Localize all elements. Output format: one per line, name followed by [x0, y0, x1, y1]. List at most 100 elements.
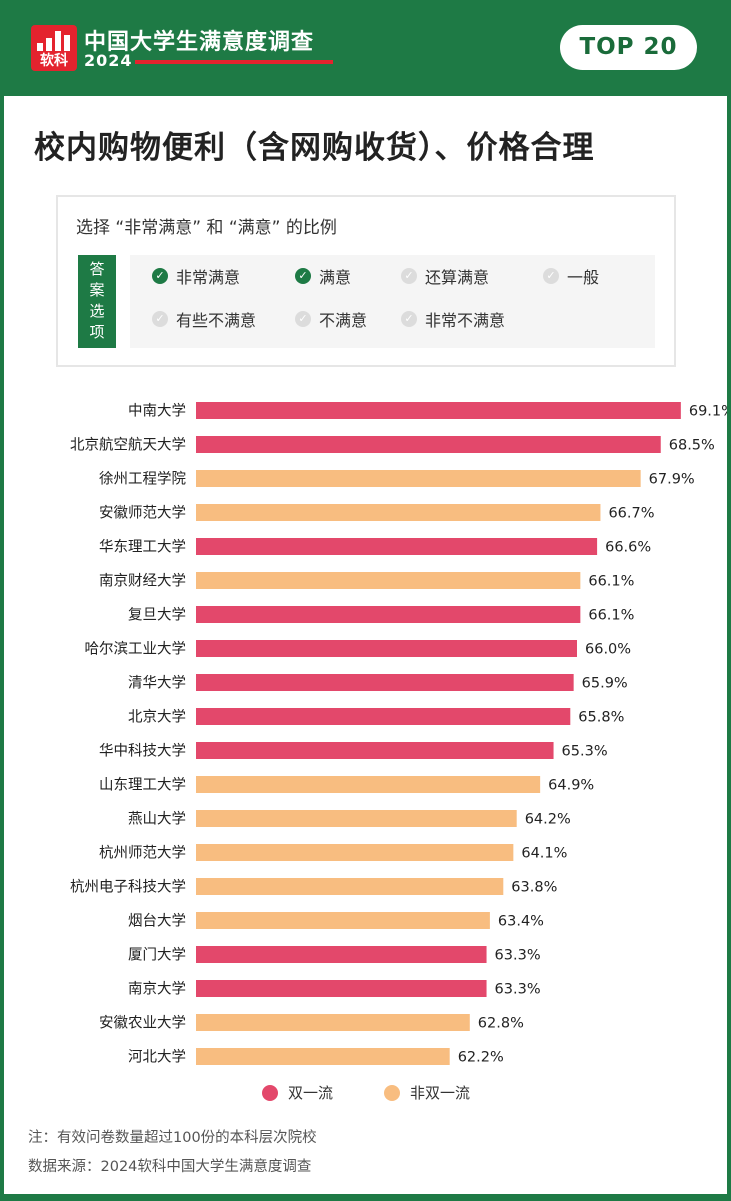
category-label: 燕山大学: [128, 811, 186, 828]
bar: [196, 1014, 470, 1031]
value-label: 65.3%: [562, 744, 608, 760]
content-card: 校内购物便利（含网购收货）、价格合理 选择 “非常满意” 和 “满意” 的比例 …: [4, 96, 727, 1194]
footnote: 注：有效问卷数量超过100份的本科层次院校: [28, 1130, 317, 1146]
category-label: 杭州电子科技大学: [70, 879, 186, 896]
data-source: 数据来源：2024软科中国大学生满意度调查: [28, 1159, 312, 1175]
value-label: 66.1%: [588, 608, 634, 624]
option-label: 一般: [567, 268, 600, 287]
category-label: 北京航空航天大学: [70, 437, 186, 454]
survey-year: 2024: [84, 51, 133, 70]
answer-options-panel: 选择 “非常满意” 和 “满意” 的比例 答 案 选 项 ✓ 非常满意 ✓ 满意…: [56, 195, 676, 367]
value-label: 66.0%: [585, 642, 631, 658]
category-label: 华中科技大学: [99, 743, 186, 760]
option-satisfied: ✓ 满意: [295, 265, 351, 287]
category-label: 安徽师范大学: [99, 505, 186, 522]
bar: [196, 640, 577, 657]
check-icon: ✓: [295, 311, 311, 327]
check-icon: ✓: [295, 268, 311, 284]
bar-chart: 中南大学 69.1% 北京航空航天大学 68.5% 徐州工程学院 67.9% 安徽师范大学 6…: [70, 402, 727, 1066]
category-label: 烟台大学: [128, 913, 186, 930]
check-icon: ✓: [543, 268, 559, 284]
option-label: 非常满意: [176, 268, 241, 287]
tag-char: 答: [89, 260, 105, 278]
bar: [196, 606, 581, 623]
category-label: 华东理工大学: [99, 539, 186, 556]
logo-bars-icon: [37, 31, 71, 51]
bar: [196, 776, 541, 793]
legend-swatch: [262, 1084, 278, 1101]
option-label: 不满意: [319, 311, 368, 330]
legend-label: 非双一流: [410, 1084, 471, 1102]
value-label: 63.3%: [495, 948, 541, 964]
bar: [196, 844, 514, 861]
value-label: 69.1%: [689, 404, 727, 420]
value-label: 67.9%: [649, 472, 695, 488]
option-very-dissatisfied: ✓ 非常不满意: [401, 308, 505, 330]
bar: [196, 504, 601, 521]
title-underline: [135, 60, 333, 64]
category-label: 清华大学: [128, 675, 186, 692]
bar: [196, 436, 661, 453]
check-icon: ✓: [152, 311, 168, 327]
check-icon: ✓: [401, 268, 417, 284]
category-label: 哈尔滨工业大学: [85, 641, 187, 658]
category-label: 复旦大学: [128, 606, 186, 624]
logo-text: 软科: [40, 53, 68, 69]
category-label: 南京财经大学: [99, 573, 186, 590]
legend-item-double-first-class: 双一流: [262, 1082, 333, 1103]
category-label: 杭州师范大学: [99, 845, 186, 862]
category-label: 安徽农业大学: [99, 1015, 186, 1032]
bar: [196, 538, 598, 555]
bar: [196, 572, 581, 589]
top-badge: TOP 20: [560, 25, 697, 70]
category-label: 南京大学: [128, 981, 186, 998]
option-label: 还算满意: [425, 268, 490, 287]
legend-swatch: [384, 1084, 400, 1101]
option-somewhat-dissatisfied: ✓ 有些不满意: [152, 308, 256, 330]
option-neutral: ✓ 一般: [543, 265, 599, 287]
answer-options-tag: 答 案 选 项: [78, 255, 116, 348]
bar: [196, 912, 490, 929]
bar: [196, 946, 487, 963]
option-very-satisfied: ✓ 非常满意: [152, 265, 240, 287]
option-label: 有些不满意: [176, 311, 257, 330]
tag-char: 案: [89, 281, 105, 299]
value-label: 65.8%: [578, 710, 624, 726]
bar: [196, 402, 681, 419]
value-label: 65.9%: [582, 676, 628, 692]
category-label: 北京大学: [128, 709, 186, 726]
options-grid: ✓ 非常满意 ✓ 满意 ✓ 还算满意 ✓ 一般 ✓ 有些不满意 ✓ 不满意: [130, 255, 655, 348]
category-label: 厦门大学: [128, 947, 186, 964]
value-label: 64.1%: [521, 846, 567, 862]
check-icon: ✓: [401, 311, 417, 327]
bar: [196, 742, 554, 759]
bar: [196, 470, 641, 487]
tag-char: 项: [89, 323, 105, 341]
ranking-logo: 软科: [31, 25, 77, 71]
option-label: 非常不满意: [425, 311, 506, 330]
bar: [196, 1048, 450, 1065]
bar: [196, 878, 504, 895]
category-label: 中南大学: [128, 403, 186, 420]
value-label: 63.8%: [511, 880, 557, 896]
value-label: 63.3%: [495, 982, 541, 998]
page-title: 校内购物便利（含网购收货）、价格合理: [34, 130, 595, 166]
value-label: 62.8%: [478, 1016, 524, 1032]
tag-char: 选: [89, 302, 105, 320]
value-label: 64.2%: [525, 812, 571, 828]
survey-title: 中国大学生满意度调查: [84, 30, 315, 55]
check-icon: ✓: [152, 268, 168, 284]
options-question: 选择 “非常满意” 和 “满意” 的比例: [76, 218, 337, 238]
bar: [196, 810, 517, 827]
value-label: 66.1%: [588, 574, 634, 590]
value-label: 62.2%: [458, 1050, 504, 1066]
option-label: 满意: [319, 268, 352, 287]
header: 软科 中国大学生满意度调查 2024 TOP 20: [0, 0, 731, 96]
bar: [196, 980, 487, 997]
value-label: 66.7%: [608, 506, 654, 522]
category-label: 山东理工大学: [99, 777, 186, 794]
value-label: 63.4%: [498, 914, 544, 930]
legend-label: 双一流: [288, 1084, 334, 1102]
legend-item-non-double-first-class: 非双一流: [384, 1082, 470, 1103]
bar: [196, 708, 571, 725]
